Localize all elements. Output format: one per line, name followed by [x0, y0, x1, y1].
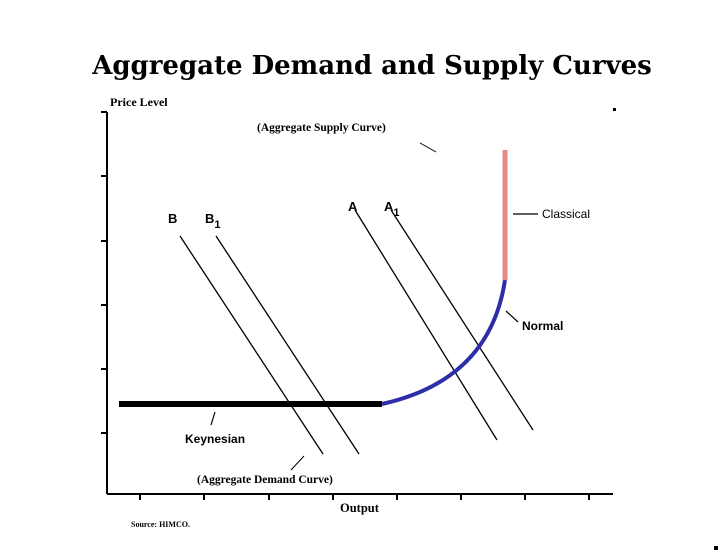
classical-label: Classical: [542, 207, 590, 221]
x-axis-label: Output: [340, 501, 380, 515]
label-a: A: [348, 199, 358, 214]
aggregate-supply-pointer: [419, 142, 437, 153]
corner-mark-bottom: [714, 546, 718, 550]
label-b1: B1: [205, 211, 221, 231]
keynesian-label: Keynesian: [185, 432, 245, 446]
normal-label: Normal: [522, 319, 563, 333]
demand-curve-b: [179, 235, 324, 455]
page-title: Aggregate Demand and Supply Curves: [91, 51, 652, 81]
label-b: B: [168, 211, 177, 226]
keynesian-pointer: [210, 411, 216, 426]
corner-mark-top: [613, 108, 616, 111]
x-axis-ticks: [139, 494, 590, 500]
aggregate-supply-label: (Aggregate Supply Curve): [257, 122, 386, 134]
aggregate-demand-pointer: [290, 455, 305, 471]
source-note: Source: HIMCO.: [131, 520, 190, 529]
normal-pointer: [505, 310, 519, 323]
demand-curve-a: [354, 209, 498, 441]
label-a1: A1: [384, 199, 400, 219]
demand-curve-a1: [390, 209, 534, 431]
demand-curve-b1: [215, 235, 360, 455]
normal-segment: [381, 279, 507, 406]
y-axis-label: Price Level: [110, 95, 168, 109]
aggregate-demand-label: (Aggregate Demand Curve): [197, 474, 333, 486]
y-axis-ticks: [101, 111, 107, 434]
